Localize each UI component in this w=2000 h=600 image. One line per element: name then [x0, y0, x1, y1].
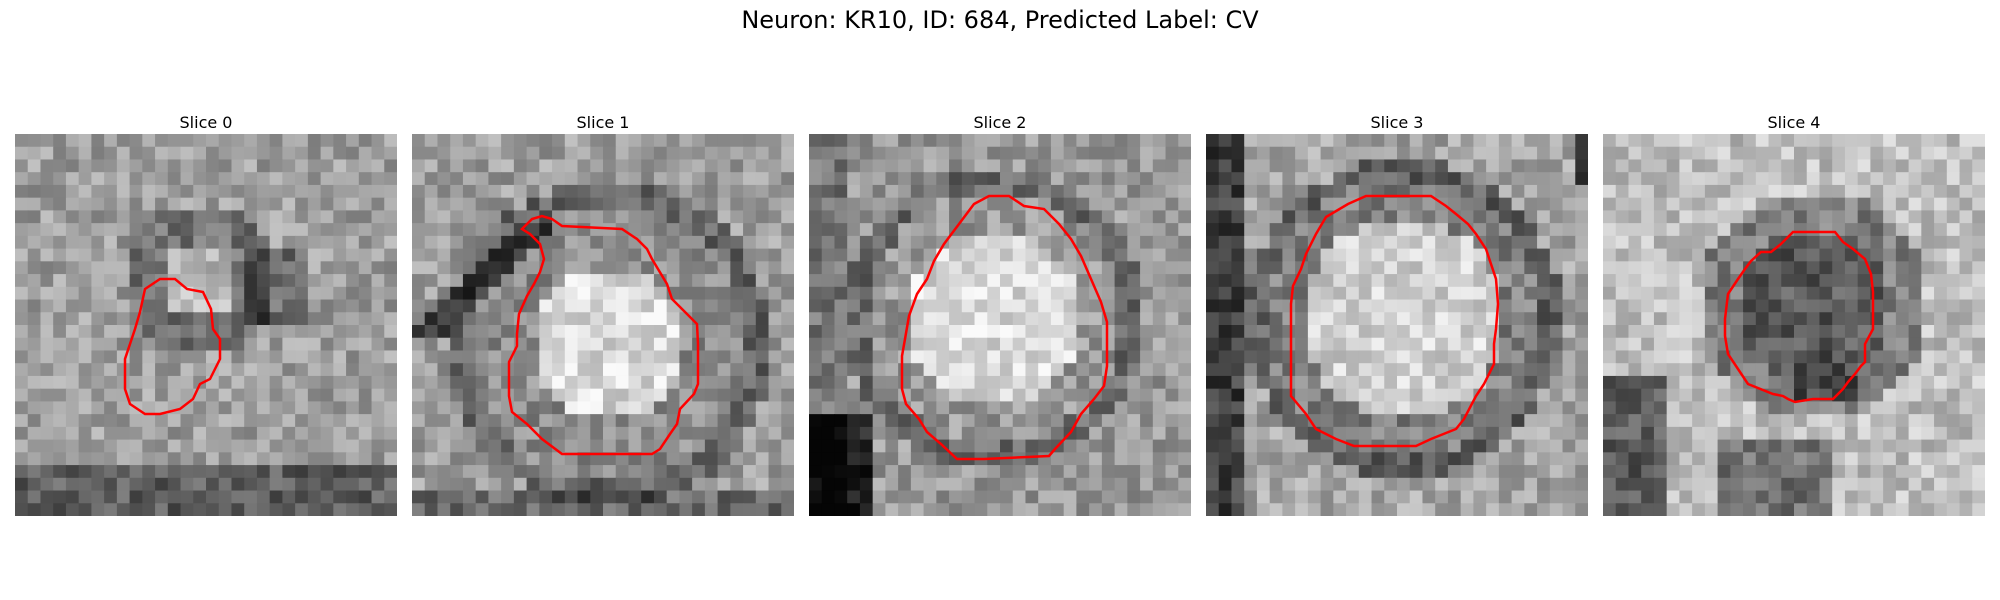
slice-title: Slice 4 — [1767, 113, 1821, 132]
slice-panel-3: Slice 3 — [1206, 112, 1588, 516]
slice-title: Slice 2 — [973, 113, 1027, 132]
slice-panel-1: Slice 1 — [412, 112, 794, 516]
roi-contour — [1723, 230, 1875, 404]
slice-panel-0: Slice 0 — [15, 112, 397, 516]
figure-title: Neuron: KR10, ID: 684, Predicted Label: … — [741, 6, 1259, 34]
slice-panel-4: Slice 4 — [1603, 112, 1985, 516]
slice-image-0 — [15, 134, 397, 516]
slice-image-2 — [809, 134, 1191, 516]
slice-image-1 — [412, 134, 794, 516]
slice-title: Slice 0 — [179, 113, 233, 132]
slice-panel-2: Slice 2 — [809, 112, 1191, 516]
roi-contour — [507, 214, 700, 456]
roi-contour — [1289, 194, 1500, 448]
roi-contour — [900, 194, 1109, 461]
slice-title: Slice 1 — [576, 113, 630, 132]
slice-title: Slice 3 — [1370, 113, 1424, 132]
slice-image-4 — [1603, 134, 1985, 516]
slice-image-3 — [1206, 134, 1588, 516]
roi-contour — [123, 277, 222, 416]
